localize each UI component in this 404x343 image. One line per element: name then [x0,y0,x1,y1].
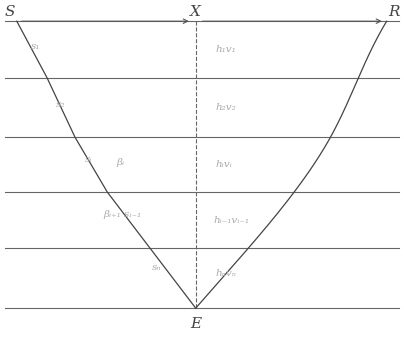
Text: E: E [190,317,201,331]
Text: sᵢ: sᵢ [85,155,93,164]
Text: βᵢ₊₁ sᵢ₋₁: βᵢ₊₁ sᵢ₋₁ [103,210,141,219]
Text: hᵢvᵢ: hᵢvᵢ [216,160,233,169]
Text: s₂: s₂ [56,100,66,109]
Text: hᵢ₋₁vᵢ₋₁: hᵢ₋₁vᵢ₋₁ [214,215,250,225]
Text: s₁: s₁ [31,42,40,51]
Text: h₂v₂: h₂v₂ [216,103,237,112]
Text: βᵢ: βᵢ [116,158,124,167]
Text: h₁v₁: h₁v₁ [216,45,237,54]
Text: hₙvₙ: hₙvₙ [216,270,237,279]
Text: X: X [190,5,201,20]
Text: sₙ: sₙ [152,263,161,272]
Text: R: R [389,5,400,20]
Text: S: S [4,5,15,20]
